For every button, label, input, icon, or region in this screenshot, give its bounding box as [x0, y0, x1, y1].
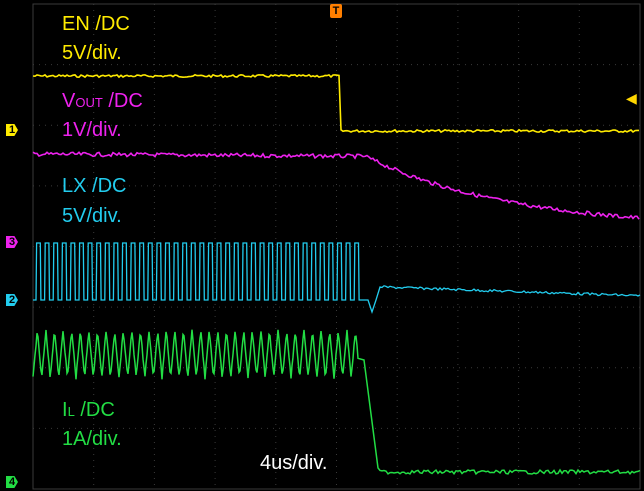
- il-name-rest: /DC: [74, 399, 115, 421]
- channel-1-marker[interactable]: 1: [6, 124, 18, 136]
- vout-name-subscript: OUT: [75, 95, 103, 110]
- il-name-main: I: [62, 399, 68, 421]
- channel-3-marker[interactable]: 3: [6, 236, 18, 248]
- time-scale-label: 4us/div.: [260, 452, 328, 474]
- trigger-position-marker[interactable]: T: [330, 4, 342, 18]
- vout-channel-scale: 1V/div.: [62, 119, 122, 141]
- vout-waveform: [32, 151, 640, 220]
- en-channel-scale: 5V/div.: [62, 42, 122, 64]
- lx-channel-scale: 5V/div.: [62, 205, 122, 227]
- vout-name-rest: /DC: [102, 90, 143, 112]
- channel-4-marker[interactable]: 4: [6, 476, 18, 488]
- waveform-traces: [32, 73, 641, 476]
- vout-channel-name: VOUT /DC: [62, 90, 143, 114]
- il-channel-scale: 1A/div.: [62, 428, 122, 450]
- vout-name-main: V: [62, 90, 76, 112]
- il-name-subscript: L: [67, 404, 75, 419]
- channel-2-marker[interactable]: 2: [6, 294, 18, 306]
- en-channel-name: EN /DC: [62, 13, 130, 35]
- lx-channel-name: LX /DC: [62, 175, 127, 197]
- trigger-level-arrow-icon[interactable]: ◀: [626, 91, 637, 107]
- lx-waveform: [33, 242, 641, 315]
- il-channel-name: IL /DC: [62, 399, 115, 423]
- il-waveform: [32, 329, 641, 476]
- en-waveform: [32, 73, 639, 134]
